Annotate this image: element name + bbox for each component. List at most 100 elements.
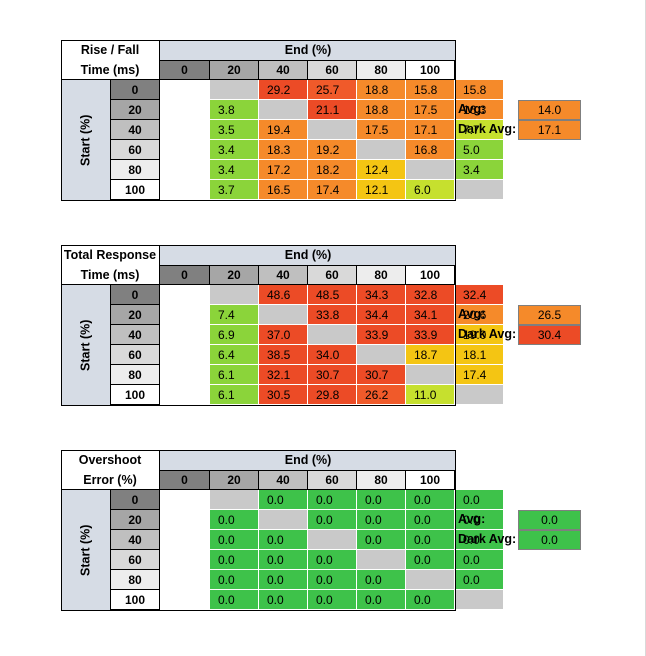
row-header-0: 0 [110,490,160,510]
heatmap-cell [406,570,455,590]
col-header-60: 60 [308,470,357,490]
row-header-80: 80 [110,365,160,385]
row-header-40: 40 [110,325,160,345]
heatmap-cell [406,160,455,180]
row-header-100: 100 [110,590,160,610]
heatmap-cell: 0.0 [455,570,504,590]
heatmap-cell [406,365,455,385]
heatmap-cell: 3.5 [210,120,259,140]
heatmap-cell: 0.0 [406,550,455,570]
heatmap-cell: 0.0 [357,570,406,590]
heatmap-cell [210,80,259,100]
heatmap-cell: 32.1 [259,365,308,385]
heatmap-cell: 3.4 [455,160,504,180]
col-header-20: 20 [210,470,259,490]
heatmap-cell [455,180,504,200]
heatmap-cell: 0.0 [210,570,259,590]
table-title-line2: Error (%) [83,472,137,487]
table-title-line1: Rise / Fall [80,42,140,57]
heatmap-cell: 33.9 [357,325,406,345]
heatmap-cell: 0.0 [259,570,308,590]
table-title: Total Response Time (ms) [61,245,160,285]
heatmap-cell [455,385,504,405]
row-header-20: 20 [110,305,160,325]
heatmap-cell: 19.2 [308,140,357,160]
heatmap-cell [455,590,504,610]
heatmap-cell: 15.8 [406,80,455,100]
heatmap-cell [357,140,406,160]
heatmap-cell: 26.2 [357,385,406,405]
row-header-20: 20 [110,100,160,120]
heatmap-cell: 0.0 [406,590,455,610]
col-header-100: 100 [406,60,455,80]
heatmap-cell: 34.4 [357,305,406,325]
heatmap-cell: 0.0 [210,530,259,550]
heatmap-cell: 0.0 [259,590,308,610]
heatmap-cell [210,490,259,510]
heatmap-cell: 0.0 [308,590,357,610]
heatmap-cell [259,100,308,120]
heatmap-cell: 0.0 [357,510,406,530]
heatmap-cell: 0.0 [308,550,357,570]
col-axis-label: End (%) [160,245,456,265]
heatmap-cell: 17.4 [455,365,504,385]
table-title-line1: Overshoot [78,452,142,467]
heatmap-cell: 18.8 [357,100,406,120]
heatmap-cell: 16.5 [259,180,308,200]
heatmap-cell: 0.0 [210,510,259,530]
heatmap-cell: 18.1 [455,345,504,365]
heatmap-cell: 7.4 [210,305,259,325]
heatmap-cell: 29.2 [259,80,308,100]
heatmap-cell: 34.3 [357,285,406,305]
row-axis-label: Start (%) [61,285,110,405]
heatmap-cell: 18.2 [308,160,357,180]
table-title: Overshoot Error (%) [61,450,160,490]
avg-value: 14.0 [518,100,581,120]
heatmap-cell: 0.0 [308,490,357,510]
heatmap-cell: 19.4 [259,120,308,140]
heatmap-cell: 34.1 [406,305,455,325]
heatmap-cell: 18.7 [406,345,455,365]
col-header-80: 80 [357,60,406,80]
heatmap-cell: 6.1 [210,365,259,385]
avg-label: Avg: [458,307,486,321]
row-header-100: 100 [110,385,160,405]
dark-avg-label: Dark Avg: [458,327,517,341]
heatmap-cell: 19.0 [455,325,504,345]
table-title-line2: Time (ms) [80,267,140,282]
avg-value: 0.0 [518,510,581,530]
avg-value: 26.5 [518,305,581,325]
heatmap-cell: 33.8 [308,305,357,325]
heatmap-cell: 0.0 [308,570,357,590]
heatmap-cell: 6.9 [210,325,259,345]
heatmap-cell: 48.6 [259,285,308,305]
row-header-20: 20 [110,510,160,530]
heatmap-cell: 0.0 [357,590,406,610]
heatmap-cell: 6.4 [210,345,259,365]
row-header-60: 60 [110,140,160,160]
col-header-0: 0 [160,470,210,490]
dark-avg-label: Dark Avg: [458,122,517,136]
heatmap-cell: 0.0 [259,550,308,570]
col-header-80: 80 [357,470,406,490]
heatmap-cell: 0.0 [210,550,259,570]
heatmap-cell [259,510,308,530]
heatmap-cell: 0.0 [259,490,308,510]
heatmap-cell: 32.4 [455,285,504,305]
heatmap-cell [308,530,357,550]
col-header-20: 20 [210,60,259,80]
row-header-60: 60 [110,345,160,365]
col-header-40: 40 [259,60,308,80]
heatmap-cell: 7.7 [455,120,504,140]
heatmap-cell: 0.0 [357,490,406,510]
row-header-100: 100 [110,180,160,200]
heatmap-cell: 0.0 [406,530,455,550]
table-title-line1: Total Response [63,247,157,262]
heatmap-cell: 15.8 [455,80,504,100]
heatmap-cell: 12.1 [357,180,406,200]
dark-avg-value: 0.0 [518,530,581,550]
col-header-0: 0 [160,60,210,80]
heatmap-cell: 48.5 [308,285,357,305]
row-header-40: 40 [110,530,160,550]
row-axis-label: Start (%) [61,490,110,610]
